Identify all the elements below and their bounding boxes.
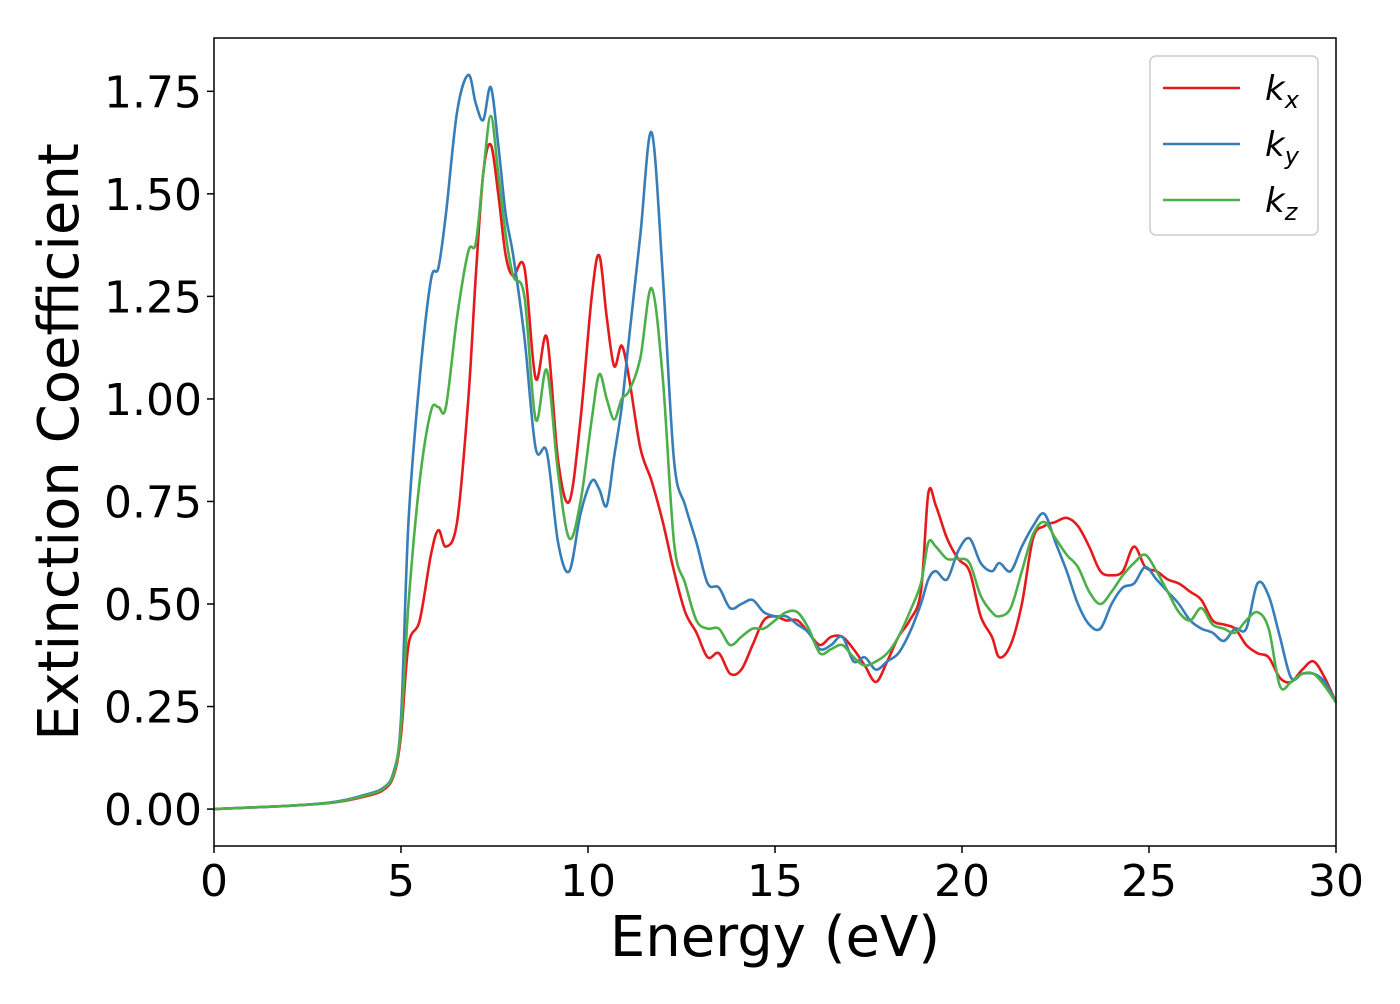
y-tick-label: 0.50 [104, 580, 202, 631]
y-tick-label: 1.75 [104, 67, 202, 118]
y-tick-label: 0.75 [104, 477, 202, 528]
y-tick-label: 0.00 [104, 785, 202, 836]
x-tick-label: 10 [560, 856, 616, 907]
series-line-kz [213, 114, 1338, 811]
x-tick-label: 0 [200, 856, 228, 907]
x-axis-ticks: 0 5 10 15 20 25 30 [200, 846, 1364, 907]
legend-box [1149, 55, 1319, 236]
y-axis-title: Extinction Coefficient [27, 143, 92, 741]
x-tick-label: 5 [387, 856, 415, 907]
y-tick-label: 1.50 [104, 170, 202, 221]
x-tick-label: 30 [1308, 856, 1364, 907]
series-layer [213, 73, 1338, 811]
y-tick-label: 1.00 [104, 375, 202, 426]
y-axis-ticks: 0.00 0.25 0.50 0.75 1.00 1.25 1.50 1.75 [104, 67, 214, 836]
x-tick-label: 20 [934, 856, 990, 907]
x-tick-label: 15 [747, 856, 803, 907]
series-line-ky [213, 73, 1338, 811]
y-tick-label: 0.25 [104, 683, 202, 734]
x-tick-label: 25 [1121, 856, 1177, 907]
series-line-kx [213, 142, 1338, 811]
y-tick-label: 1.25 [104, 272, 202, 323]
x-axis-title: Energy (eV) [610, 905, 940, 970]
